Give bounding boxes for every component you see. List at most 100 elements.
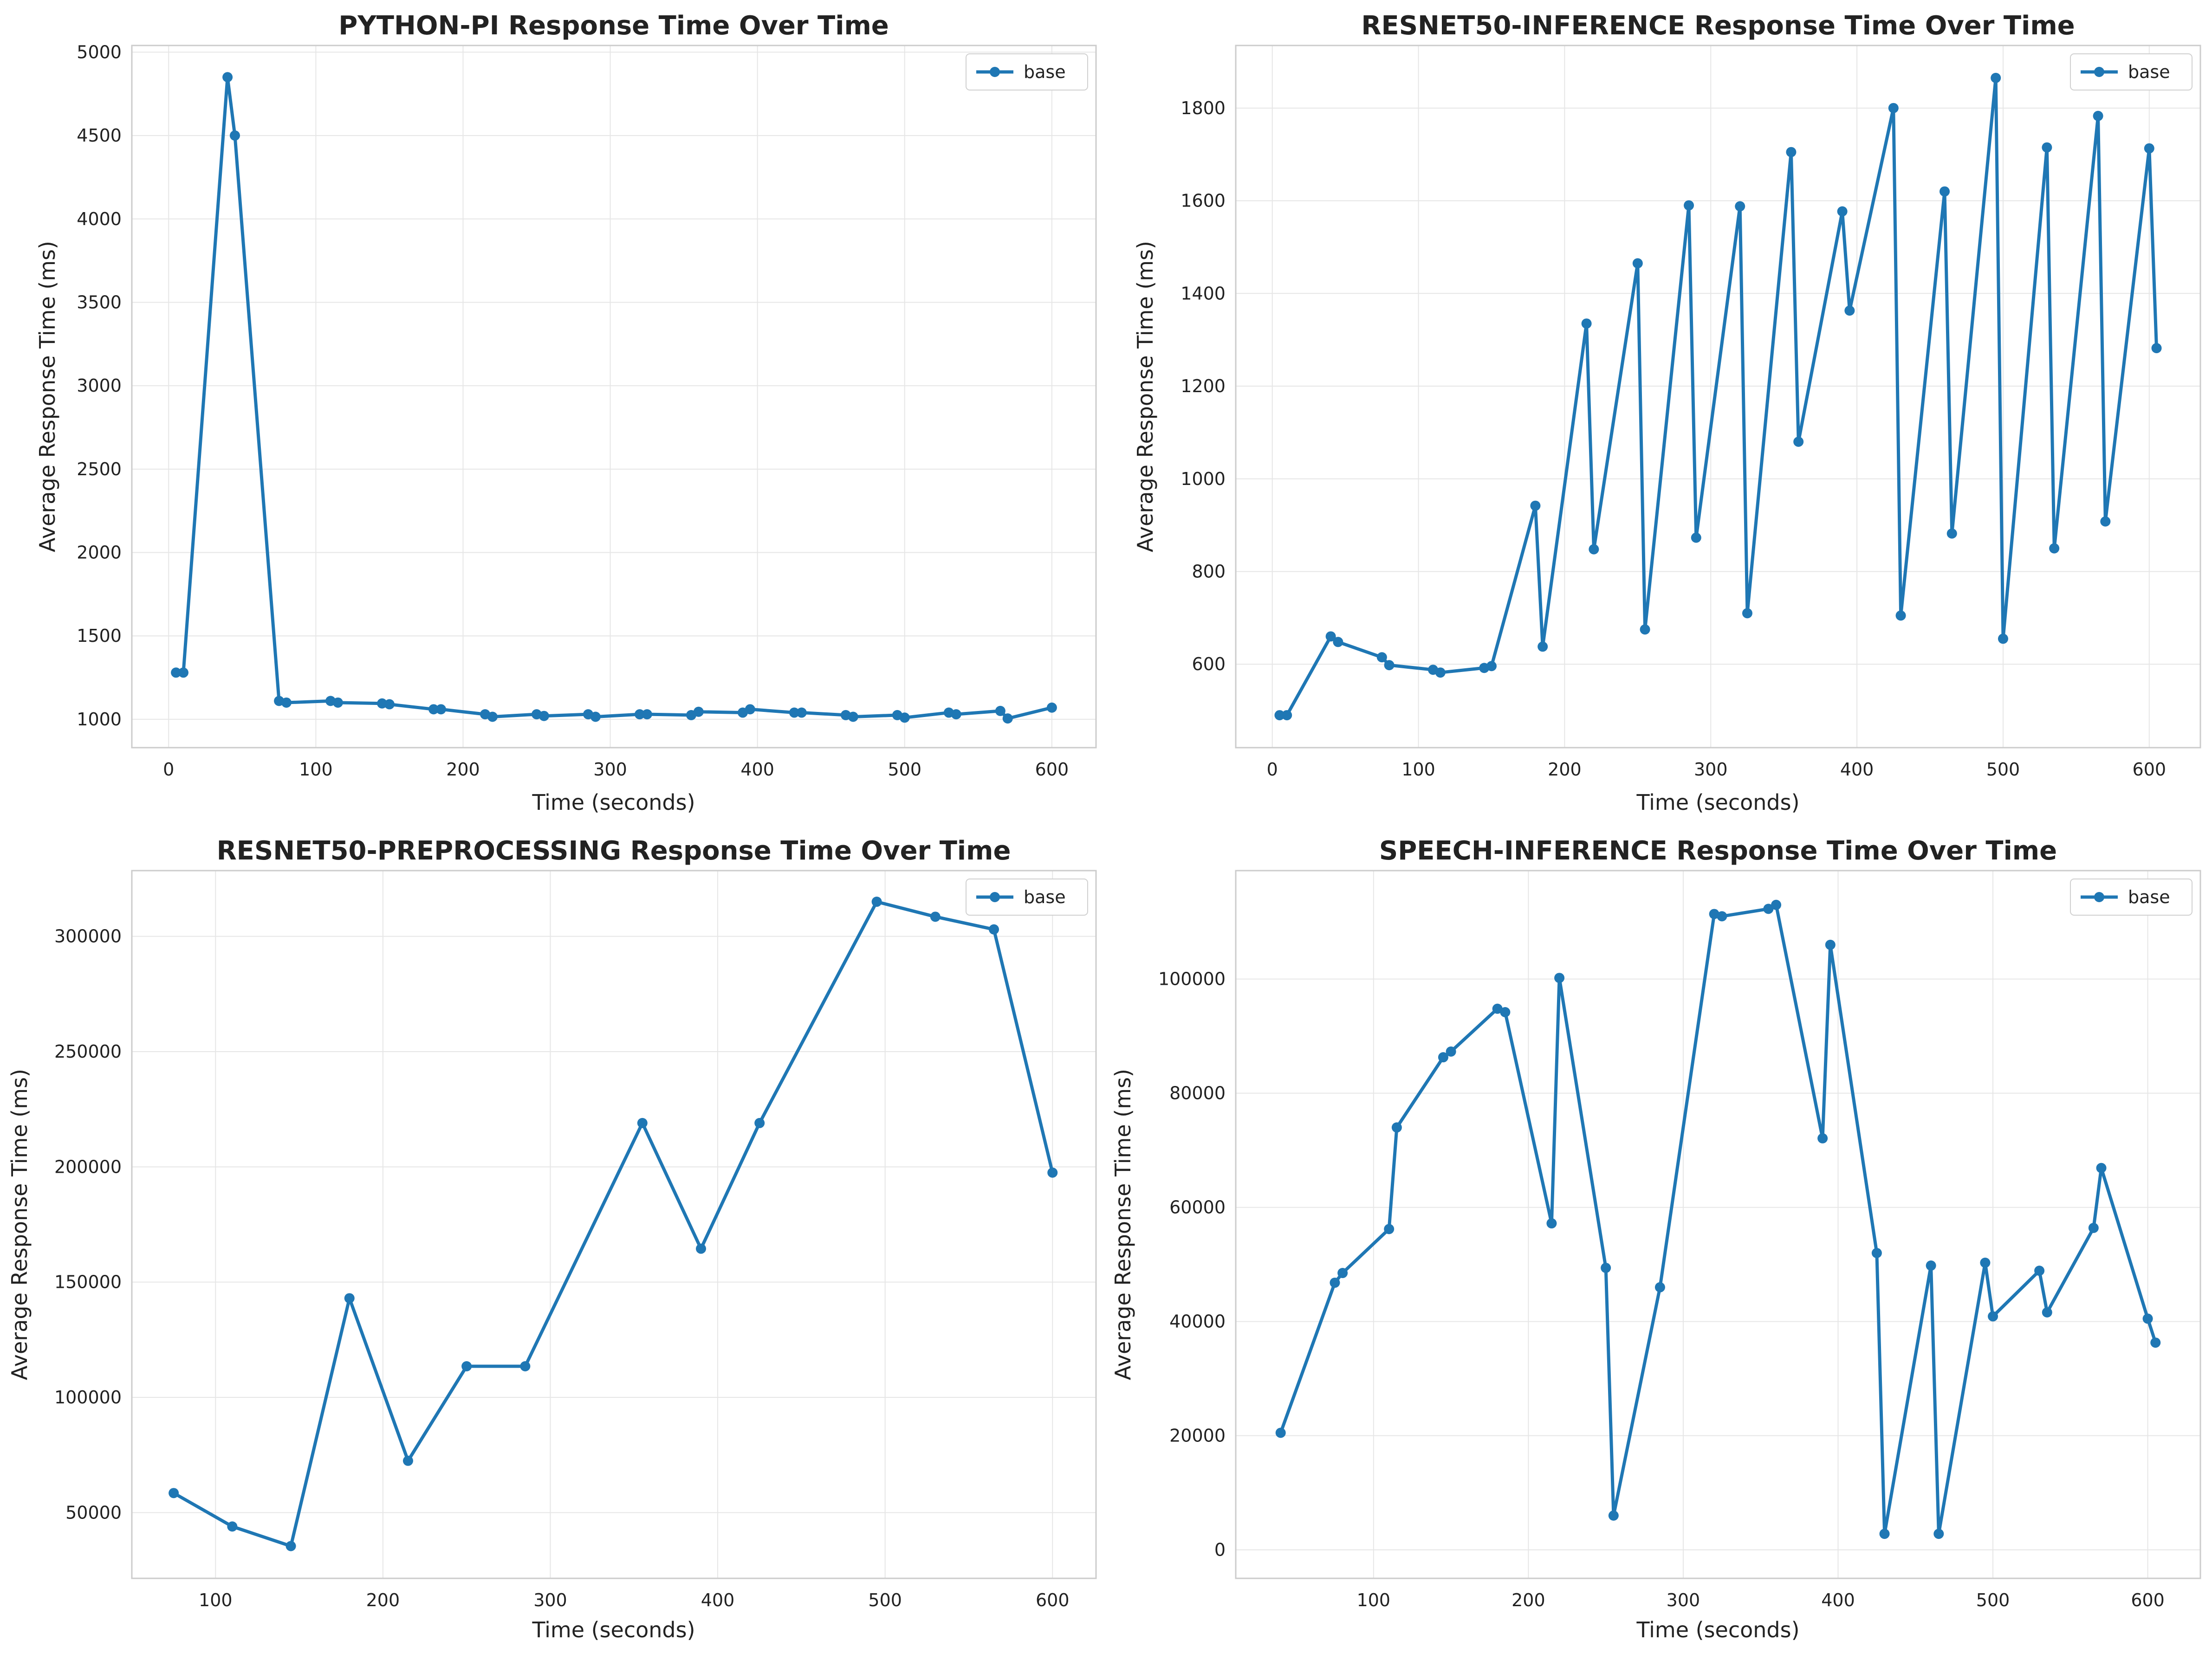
data-point	[1988, 1311, 1998, 1322]
x-tick-label: 500	[1976, 1590, 2010, 1610]
data-point	[1879, 1529, 1890, 1539]
x-axis-label: Time (seconds)	[532, 790, 695, 815]
data-point	[642, 709, 652, 720]
data-point	[2151, 343, 2162, 354]
x-tick-label: 0	[163, 759, 174, 780]
legend-marker	[2094, 892, 2104, 902]
y-tick-label: 3500	[77, 292, 122, 312]
legend-box	[2070, 879, 2193, 916]
y-tick-label: 1000	[77, 709, 122, 730]
data-point	[1325, 631, 1336, 642]
data-point	[1735, 201, 1745, 212]
data-point	[171, 667, 182, 678]
data-point	[1581, 318, 1592, 329]
series-base	[1274, 72, 2162, 721]
legend-box	[966, 53, 1088, 90]
series-base	[1275, 899, 2161, 1539]
x-tick-label: 100	[1357, 1590, 1391, 1610]
data-point	[1446, 1046, 1456, 1057]
legend-marker	[990, 67, 1000, 77]
data-point	[1786, 147, 1797, 157]
panel-title: RESNET50-INFERENCE Response Time Over Ti…	[1361, 11, 2075, 41]
data-point	[1709, 909, 1719, 919]
data-point	[1742, 608, 1752, 619]
data-point	[1717, 911, 1727, 922]
data-point	[930, 911, 941, 922]
data-point	[2093, 110, 2103, 121]
data-point	[1275, 1428, 1286, 1438]
data-point	[1817, 1133, 1828, 1144]
data-point	[951, 709, 961, 720]
x-axis-label: Time (seconds)	[1636, 1617, 1799, 1642]
x-tick-label: 0	[1267, 759, 1278, 780]
x-tick-label: 300	[1667, 1590, 1700, 1610]
y-tick-label: 20000	[1169, 1426, 1226, 1446]
data-point	[169, 1488, 179, 1499]
y-tick-label: 100000	[54, 1387, 122, 1408]
panel-python-pi: 0 100 200 300 400 500 600 1000 1500 2000 2500 3000 3…	[35, 11, 1097, 815]
y-axis-label: Average Response Time (ms)	[35, 241, 60, 552]
data-point	[2150, 1337, 2161, 1348]
plot-background	[132, 871, 1096, 1578]
x-tick-label: 100	[299, 759, 333, 780]
data-point	[634, 709, 645, 720]
x-tick-label: 400	[740, 759, 774, 780]
panel-resnet50-preprocessing: 100 200 300 400 500 600 50000 100000 150000 20000…	[7, 836, 1097, 1642]
x-tick-label: 400	[701, 1590, 735, 1610]
data-point	[1926, 1260, 1936, 1271]
data-point	[2049, 543, 2060, 554]
data-point	[1046, 702, 1057, 713]
plot-background	[132, 45, 1096, 748]
series-line	[173, 900, 1054, 1548]
x-tick-label: 300	[533, 1590, 567, 1610]
x-tick-label: 200	[1548, 759, 1582, 780]
data-point	[1654, 1282, 1665, 1292]
data-point	[1684, 200, 1694, 211]
y-axis-label: Average Response Time (ms)	[1110, 1069, 1135, 1380]
data-point	[384, 699, 395, 710]
x-axis-label: Time (seconds)	[1636, 790, 1799, 815]
x-tick-label: 600	[2133, 759, 2167, 780]
data-point	[1554, 973, 1565, 983]
data-point	[2088, 1222, 2099, 1233]
data-point	[637, 1118, 648, 1128]
data-point	[1274, 710, 1285, 721]
y-tick-label: 4500	[77, 125, 122, 146]
data-point	[1435, 667, 1446, 678]
data-point	[1998, 633, 2008, 644]
data-point	[590, 711, 601, 722]
y-tick-label: 1000	[1181, 469, 1226, 489]
x-tick-label: 100	[199, 1590, 233, 1610]
data-point	[1888, 103, 1899, 113]
panel-title: PYTHON-PI Response Time Over Time	[338, 11, 889, 41]
data-point	[2096, 1163, 2107, 1173]
data-point	[1946, 528, 1957, 539]
panel-resnet50-inference: 0 100 200 300 400 500 600 600 800 1000 1200 1400 160…	[1133, 11, 2201, 815]
data-point	[1282, 710, 1292, 721]
legend: base	[2070, 879, 2193, 916]
data-point	[1608, 1510, 1619, 1521]
data-point	[1793, 436, 1804, 447]
legend: base	[966, 879, 1088, 916]
data-point	[1933, 1529, 1944, 1539]
data-point	[332, 697, 343, 708]
legend: base	[966, 53, 1088, 90]
legend-box	[966, 879, 1088, 916]
y-tick-label: 80000	[1169, 1083, 1226, 1104]
legend: base	[2070, 53, 2193, 90]
data-point	[461, 1361, 472, 1371]
data-point	[871, 897, 882, 907]
legend-label: base	[2128, 887, 2170, 907]
data-point	[796, 707, 807, 718]
data-point	[1376, 652, 1387, 663]
plot-frame	[131, 870, 1097, 1579]
data-point	[428, 704, 439, 715]
series-base	[171, 72, 1057, 724]
panel-title: RESNET50-PREPROCESSING Response Time Ove…	[217, 836, 1011, 866]
data-point	[1825, 939, 1836, 950]
data-point	[1844, 305, 1855, 316]
data-point	[281, 697, 292, 708]
y-tick-label: 1600	[1181, 191, 1226, 211]
data-point	[1640, 624, 1650, 635]
x-tick-label: 200	[446, 759, 480, 780]
